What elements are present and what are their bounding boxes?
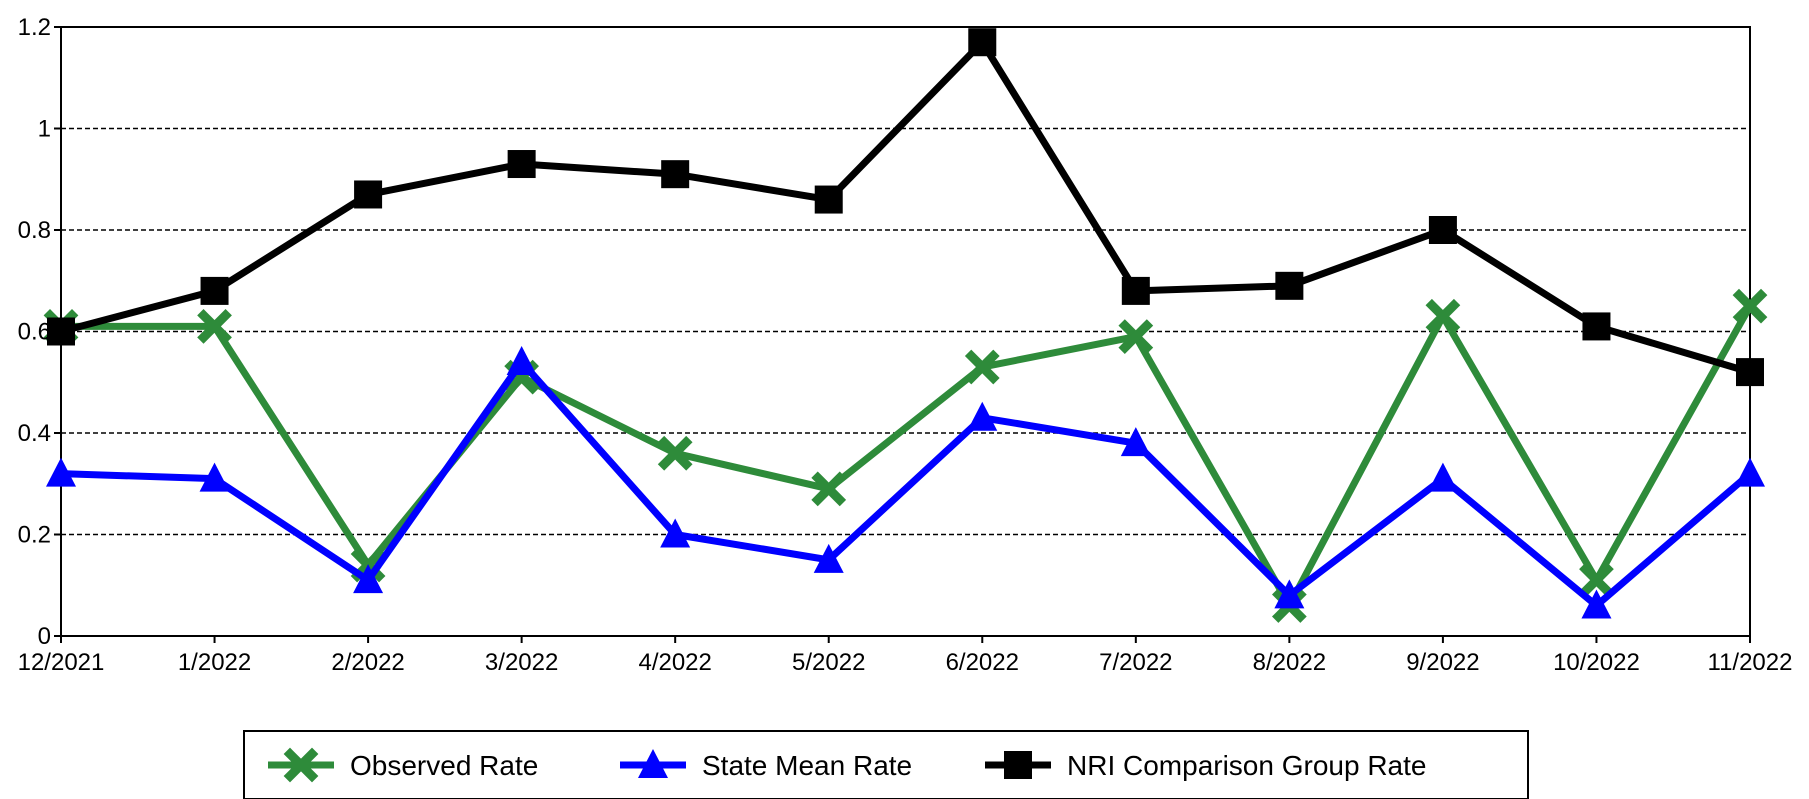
point-nri-comparison-group-rate: [1428, 216, 1457, 244]
point-nri-comparison-group-rate: [968, 28, 997, 57]
point-nri-comparison-group-rate: [1275, 271, 1304, 300]
series-state-mean-rate: [46, 345, 1765, 619]
point-state-mean-rate: [506, 345, 537, 375]
point-nri-comparison-group-rate: [1582, 312, 1611, 341]
point-observed-rate: [964, 349, 1000, 385]
legend-label: NRI Comparison Group Rate: [1067, 750, 1426, 781]
x-tick-label: 5/2022: [792, 649, 865, 676]
legend-marker-observed-rate: [283, 747, 319, 783]
point-observed-rate: [1425, 298, 1461, 334]
point-observed-rate: [1732, 288, 1768, 324]
point-state-mean-rate: [353, 564, 384, 594]
point-state-mean-rate: [813, 543, 844, 573]
x-tick-label: 6/2022: [946, 649, 1019, 676]
point-nri-comparison-group-rate: [1121, 276, 1150, 305]
x-tick-label: 4/2022: [638, 649, 711, 676]
tick-labels: 0 0.2 0.4 0.6 0.8 1 1.2 12/2021 1/2022 2/2022 3/20…: [18, 14, 1793, 676]
x-tick-label: 8/2022: [1253, 649, 1326, 676]
x-tick-label: 2/2022: [331, 649, 404, 676]
x-tick-label: 3/2022: [485, 649, 558, 676]
y-tick-label: 0.2: [18, 522, 51, 549]
series-line-observed-rate: [61, 304, 1754, 610]
legend-item-observed-rate: Observed Rate: [268, 747, 538, 783]
y-tick-label: 1.2: [18, 14, 51, 41]
point-state-mean-rate: [660, 518, 691, 548]
point-nri-comparison-group-rate: [814, 185, 843, 214]
point-state-mean-rate: [1120, 427, 1151, 457]
point-nri-comparison-group-rate: [47, 317, 75, 346]
point-state-mean-rate: [967, 401, 998, 431]
legend-label: State Mean Rate: [702, 750, 912, 781]
x-tick-label: 9/2022: [1406, 649, 1479, 676]
legend-label: Observed Rate: [350, 750, 538, 781]
series-line-nri-comparison-group-rate: [60, 38, 1751, 376]
y-tick-label: 1: [38, 116, 51, 143]
legend-marker-nri-comparison-group-rate: [1004, 751, 1032, 779]
legend-box: [243, 730, 1529, 799]
series-nri-comparison-group-rate: [47, 28, 1764, 387]
point-observed-rate: [1118, 319, 1154, 354]
legend-marker-state-mean-rate: [638, 749, 668, 778]
legend: Observed Rate State Mean Rate NRI Comparis…: [243, 730, 1529, 799]
x-tick-label: 7/2022: [1099, 649, 1172, 676]
series-observed-rate: [43, 288, 1768, 623]
point-observed-rate: [197, 309, 232, 344]
point-nri-comparison-group-rate: [661, 160, 690, 189]
axes: [54, 26, 1751, 643]
legend-item-state-mean-rate: State Mean Rate: [620, 749, 912, 781]
point-state-mean-rate: [199, 462, 230, 492]
point-observed-rate: [1579, 562, 1614, 598]
y-tick-label: 0.8: [18, 217, 51, 244]
x-tick-label: 10/2022: [1553, 649, 1640, 676]
point-nri-comparison-group-rate: [507, 150, 536, 179]
point-state-mean-rate: [46, 457, 76, 487]
series-lines: [43, 28, 1768, 623]
point-observed-rate: [657, 435, 693, 471]
x-tick-label: 12/2021: [18, 649, 105, 676]
point-nri-comparison-group-rate: [200, 276, 229, 305]
point-observed-rate: [811, 471, 847, 507]
point-state-mean-rate: [1735, 457, 1765, 487]
series-line-state-mean-rate: [60, 358, 1753, 610]
point-state-mean-rate: [1274, 579, 1305, 609]
legend-item-nri-comparison-group-rate: NRI Comparison Group Rate: [985, 750, 1426, 781]
point-nri-comparison-group-rate: [354, 180, 383, 209]
grid-lines: [61, 127, 1750, 536]
y-tick-label: 0: [38, 623, 51, 650]
point-state-mean-rate: [1427, 462, 1458, 492]
x-tick-label: 11/2022: [1708, 649, 1793, 676]
x-tick-label: 1/2022: [178, 649, 251, 676]
point-nri-comparison-group-rate: [1736, 358, 1764, 387]
point-state-mean-rate: [1581, 589, 1612, 619]
y-tick-label: 0.6: [18, 319, 51, 346]
y-tick-label: 0.4: [18, 420, 51, 447]
